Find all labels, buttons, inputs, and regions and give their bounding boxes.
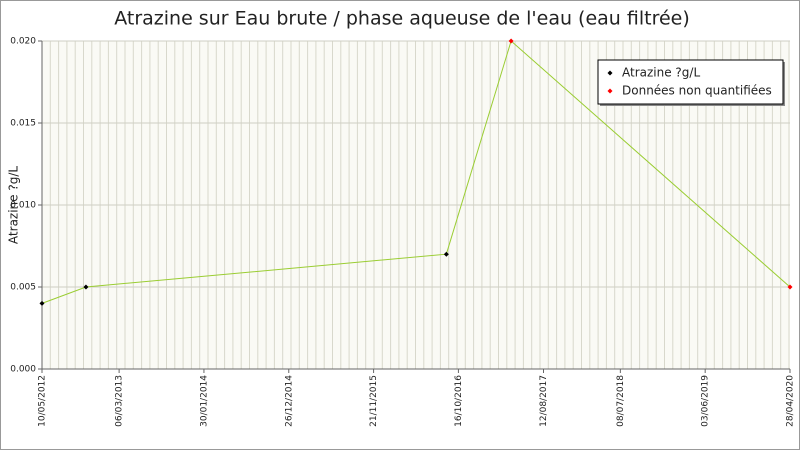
legend-marker [607, 70, 613, 76]
y-tick-label: 0.010 [10, 201, 36, 211]
x-tick-label: 10/05/2012 [38, 375, 48, 427]
y-tick-label: 0.015 [10, 119, 36, 129]
x-tick-label: 30/01/2014 [199, 375, 209, 427]
legend-marker [607, 88, 613, 94]
x-tick-label: 06/03/2013 [115, 375, 125, 427]
legend-label: Atrazine ?g/L [622, 66, 700, 80]
x-tick-label: 03/06/2019 [701, 375, 711, 427]
y-tick-label: 0.000 [10, 365, 36, 375]
chart-title: Atrazine sur Eau brute / phase aqueuse d… [114, 8, 690, 30]
x-tick-label: 08/07/2018 [616, 375, 626, 427]
x-tick-label: 26/12/2014 [284, 375, 294, 427]
point [39, 300, 45, 306]
x-tick-label: 12/08/2017 [539, 375, 549, 427]
x-tick-label: 28/04/2020 [786, 375, 796, 427]
point [83, 284, 89, 290]
x-tick-label: 16/10/2016 [454, 375, 464, 427]
point [443, 251, 449, 257]
y-tick-label: 0.020 [10, 37, 36, 47]
legend: Atrazine ?g/L Données non quantifiées [597, 59, 784, 105]
y-axis-title: Atrazine ?g/L [7, 166, 21, 244]
point [787, 284, 793, 290]
legend-box [597, 59, 784, 105]
x-tick-label: 21/11/2015 [369, 375, 379, 427]
y-tick-label: 0.005 [10, 283, 36, 293]
legend-label: Données non quantifiées [622, 84, 772, 98]
point [508, 38, 514, 44]
